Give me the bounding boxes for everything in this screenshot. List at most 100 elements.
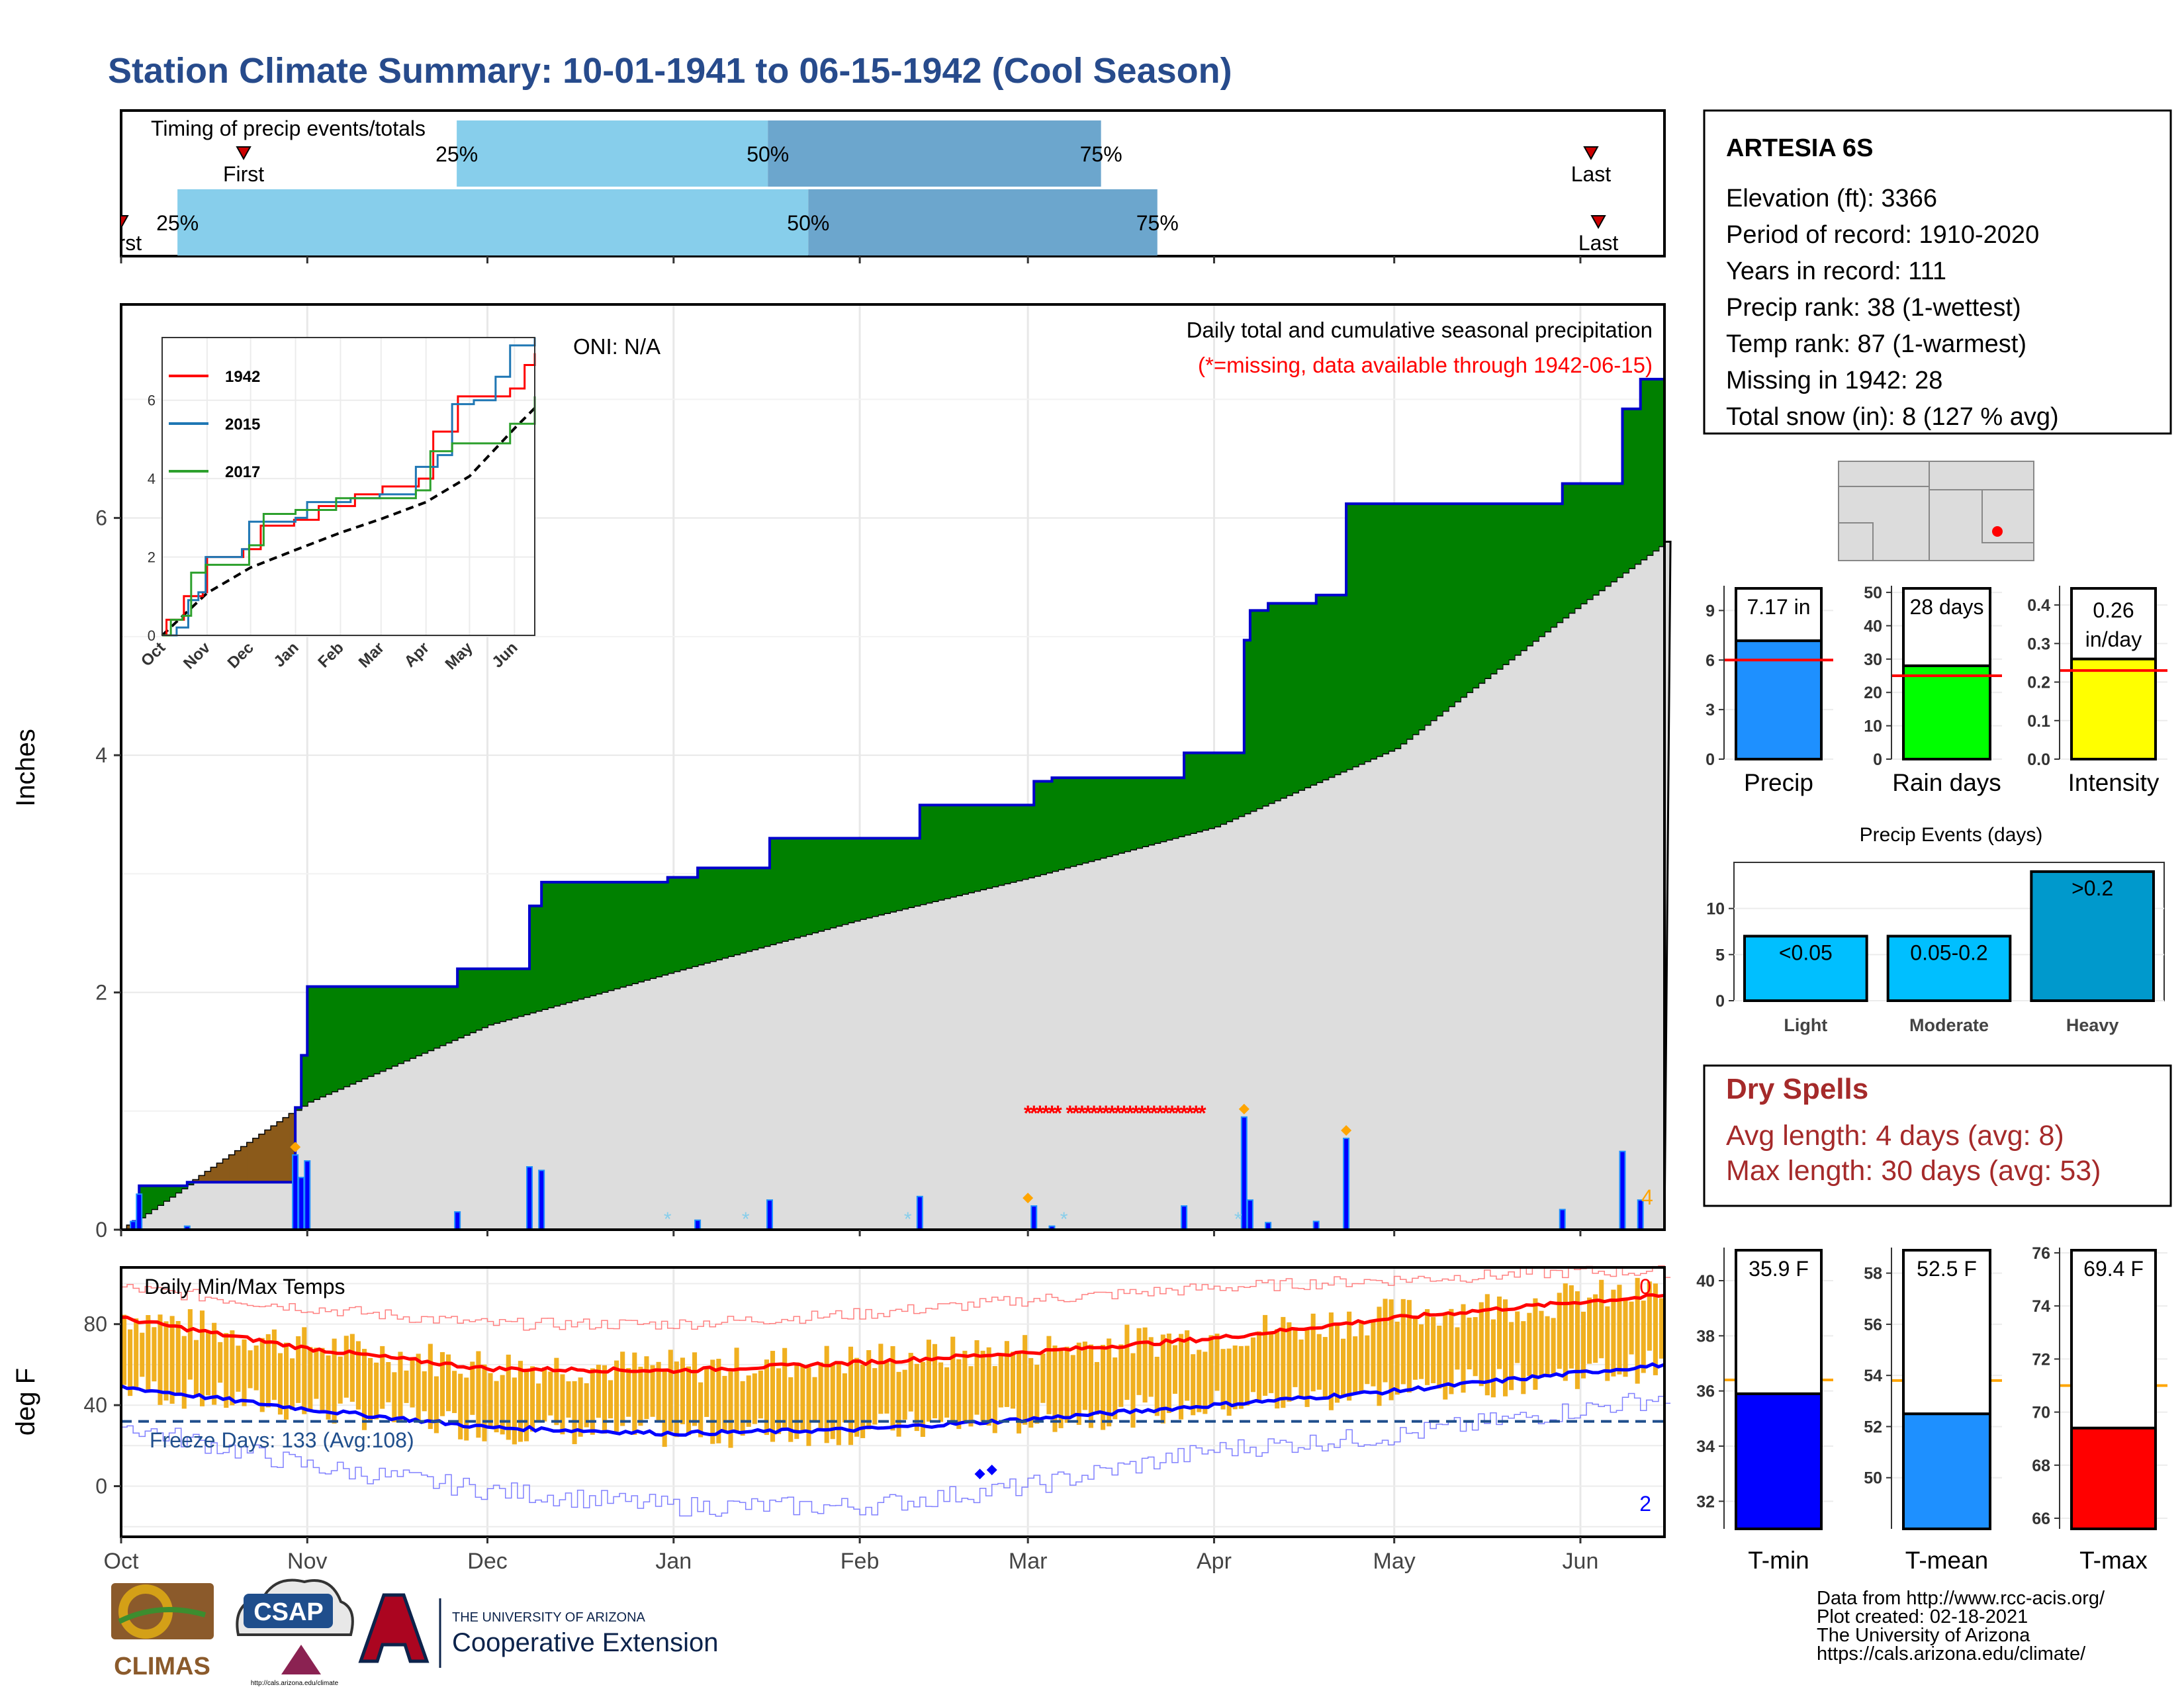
tempbar-1-ytick-label: 54 bbox=[1864, 1367, 1882, 1385]
station-info-line: Temp rank: 87 (1-warmest) bbox=[1726, 330, 2026, 358]
daily-temp-bar bbox=[1593, 1294, 1598, 1363]
summary-1-ytick-label: 40 bbox=[1864, 617, 1882, 635]
daily-temp-bar bbox=[1256, 1331, 1262, 1402]
daily-temp-bar bbox=[944, 1367, 950, 1418]
daily-temp-bar bbox=[926, 1340, 931, 1422]
precip-surplus-area bbox=[1442, 504, 1449, 711]
daily-temp-bar bbox=[584, 1383, 589, 1428]
summary-1-ytick-label: 0 bbox=[1873, 751, 1882, 769]
summary-2-ytick-label: 0.1 bbox=[2027, 712, 2050, 731]
precip-surplus-area bbox=[841, 838, 848, 925]
precip-surplus-area bbox=[1003, 805, 1011, 884]
daily-temp-bar bbox=[884, 1361, 889, 1414]
summary-0-ytick-label: 9 bbox=[1706, 602, 1715, 620]
summary-1-name: Rain days bbox=[1892, 769, 2001, 796]
precip-surplus-area bbox=[463, 968, 470, 1035]
precip-surplus-area bbox=[1106, 778, 1113, 856]
record-max-line bbox=[121, 1265, 1671, 1331]
precip-surplus-area bbox=[860, 838, 866, 919]
precip-surplus-area bbox=[307, 986, 314, 1102]
daily-temp-bar bbox=[602, 1365, 607, 1434]
inset-series-line-2017 bbox=[162, 396, 536, 637]
precip-surplus-area bbox=[1400, 504, 1407, 744]
daily-temp-bar bbox=[1250, 1337, 1255, 1393]
daily-temp-bar bbox=[1539, 1310, 1544, 1378]
daily-temp-bar bbox=[253, 1345, 259, 1391]
daily-temp-bar bbox=[1479, 1302, 1484, 1387]
daily-temp-bar bbox=[134, 1318, 139, 1389]
daily-temp-bar bbox=[620, 1351, 625, 1426]
precip-surplus-area bbox=[157, 1185, 164, 1205]
missing-marker: * bbox=[1114, 1101, 1122, 1125]
csap-logo: CSAP http://cals.arizona.edu/climate bbox=[236, 1578, 354, 1687]
daily-temp-bar bbox=[122, 1314, 127, 1385]
ua-small-text: THE UNIVERSITY OF ARIZONA bbox=[452, 1610, 646, 1625]
missing-marker: * bbox=[1042, 1101, 1050, 1125]
daily-temp-bar bbox=[1563, 1283, 1568, 1381]
summary-2-ytick-label: 0.0 bbox=[2027, 751, 2050, 769]
station-info-line: Total snow (in): 8 (127 % avg) bbox=[1726, 403, 2059, 431]
daily-temp-bar bbox=[1298, 1339, 1304, 1399]
daily-temp-bar bbox=[698, 1382, 704, 1438]
precip-surplus-area bbox=[415, 986, 422, 1056]
daily-temp-bar bbox=[1322, 1337, 1328, 1398]
daily-precip-bar bbox=[298, 1177, 305, 1230]
precip-surplus-area bbox=[956, 805, 962, 895]
events-ytick-label: 0 bbox=[1715, 992, 1725, 1011]
daily-temp-bar bbox=[632, 1352, 637, 1435]
heavy-event-marker bbox=[1238, 1103, 1250, 1115]
daily-temp-bar bbox=[1160, 1334, 1165, 1424]
daily-temp-bar bbox=[590, 1368, 595, 1435]
month-label: Oct bbox=[104, 1549, 139, 1574]
daily-temp-bar bbox=[674, 1361, 679, 1438]
station-name: ARTESIA 6S bbox=[1726, 134, 1873, 162]
daily-temp-bar bbox=[1148, 1337, 1154, 1397]
precip-surplus-area bbox=[655, 882, 662, 977]
precip-surplus-area bbox=[577, 882, 584, 999]
precip-surplus-area bbox=[595, 882, 602, 994]
daily-temp-bar bbox=[962, 1350, 968, 1422]
precip-surplus-area bbox=[643, 882, 651, 980]
station-info-line: Period of record: 1910-2020 bbox=[1726, 221, 2039, 249]
daily-temp-bar bbox=[523, 1369, 529, 1441]
precip-surplus-area bbox=[625, 882, 632, 985]
precip-surplus-area bbox=[1418, 504, 1425, 730]
summary-0-ytick-label: 3 bbox=[1706, 701, 1715, 719]
precip-surplus-area bbox=[1556, 504, 1563, 622]
daily-temp-bar bbox=[1647, 1281, 1652, 1351]
dry-spells-box: Dry Spells Avg length: 4 days (avg: 8) M… bbox=[1703, 1064, 2172, 1207]
missing-marker: * bbox=[1024, 1101, 1032, 1125]
daily-temp-bar bbox=[1154, 1356, 1160, 1416]
daily-temp-bar bbox=[224, 1333, 229, 1408]
precip-surplus-area bbox=[337, 986, 344, 1089]
timing-p75-label: 75% bbox=[1136, 211, 1179, 235]
tempbar-0-chart: 32 34 36 38 40 35.9 F T-min bbox=[1696, 1248, 1833, 1574]
missing-marker: * bbox=[1156, 1101, 1165, 1125]
precip-surplus-area bbox=[974, 805, 981, 891]
daily-temp-bar bbox=[1545, 1316, 1550, 1377]
precip-deficit-area bbox=[211, 1167, 218, 1183]
daily-temp-bar bbox=[1203, 1351, 1208, 1414]
precip-surplus-area bbox=[991, 805, 999, 887]
tempbar-2-ytick-label: 74 bbox=[2032, 1297, 2050, 1316]
precip-surplus-area bbox=[1364, 504, 1371, 762]
precip-surplus-area bbox=[1334, 595, 1341, 774]
daily-temp-bar bbox=[1046, 1336, 1052, 1414]
tempbar-2-value-bar bbox=[2070, 1426, 2157, 1531]
tempbar-0-ytick-label: 40 bbox=[1696, 1272, 1715, 1291]
daily-temp-bar bbox=[1136, 1328, 1142, 1395]
station-info-line: Years in record: 111 bbox=[1726, 257, 1946, 285]
daily-temp-bar bbox=[464, 1377, 469, 1441]
snow-marker: * bbox=[742, 1209, 750, 1230]
temp-title: Daily Min/Max Temps bbox=[144, 1275, 345, 1299]
precip-surplus-area bbox=[884, 838, 891, 913]
precip-surplus-area bbox=[517, 968, 524, 1016]
missing-marker: * bbox=[1132, 1101, 1140, 1125]
daily-temp-bar bbox=[1214, 1334, 1220, 1391]
timing-p25-label: 25% bbox=[435, 142, 478, 166]
daily-temp-bar bbox=[932, 1344, 938, 1419]
precip-surplus-area bbox=[1009, 805, 1017, 882]
precip-surplus-area bbox=[1034, 781, 1040, 876]
daily-temp-bar bbox=[1328, 1312, 1334, 1410]
precip-deficit-area bbox=[277, 1122, 284, 1183]
